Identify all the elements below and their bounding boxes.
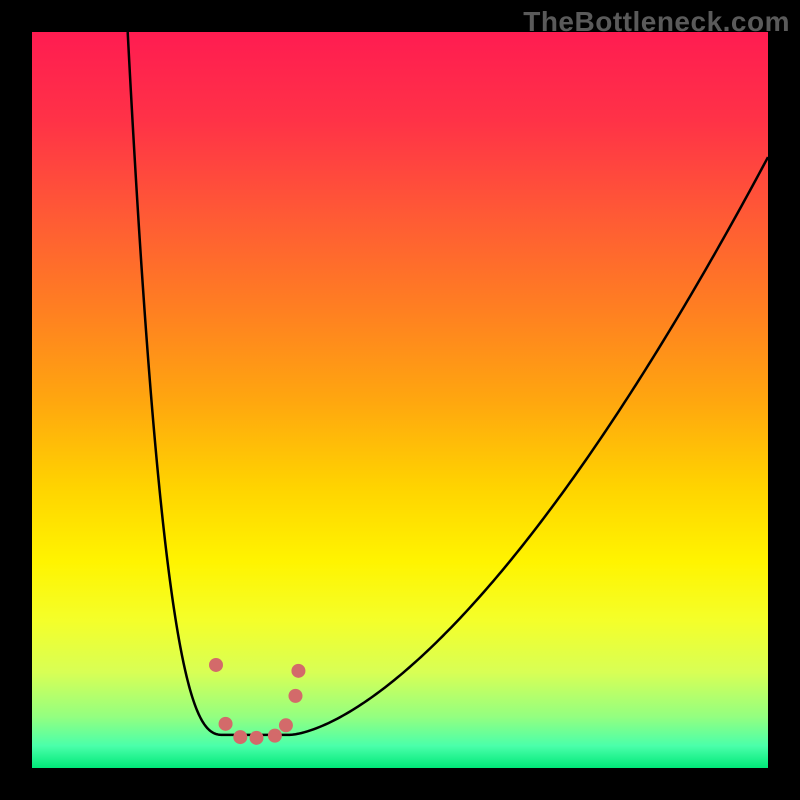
data-marker	[291, 664, 305, 678]
data-marker	[279, 718, 293, 732]
data-marker	[209, 658, 223, 672]
chart-container: TheBottleneck.com	[0, 0, 800, 800]
data-marker	[249, 731, 263, 745]
data-marker	[288, 689, 302, 703]
data-marker	[219, 717, 233, 731]
data-marker	[268, 729, 282, 743]
plot-gradient-background	[32, 32, 768, 768]
bottleneck-chart	[0, 0, 800, 800]
data-marker	[233, 730, 247, 744]
watermark-text: TheBottleneck.com	[523, 6, 790, 38]
